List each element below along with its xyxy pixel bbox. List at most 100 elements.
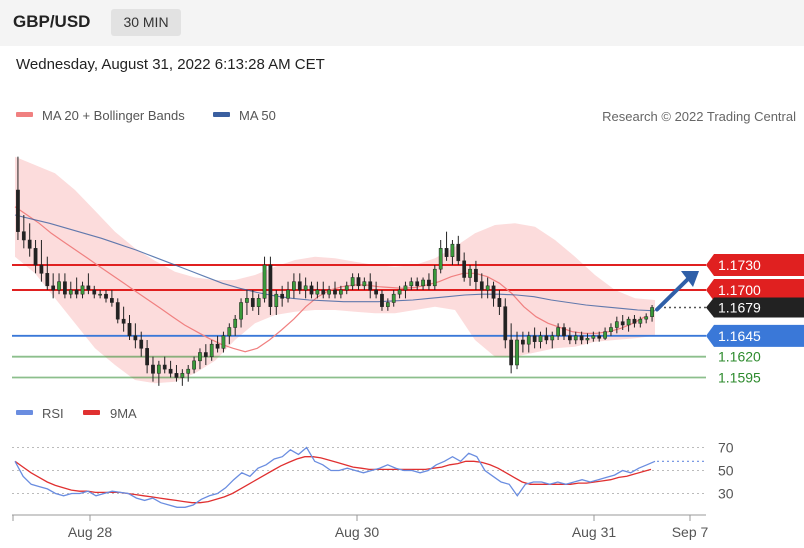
- candle: [245, 290, 249, 315]
- rsi-tick-label: 70: [718, 440, 734, 456]
- candle-body: [174, 373, 179, 378]
- candle: [368, 273, 373, 299]
- candle: [585, 333, 590, 345]
- candle-body: [573, 335, 578, 341]
- candle: [292, 273, 296, 299]
- candle-body: [186, 368, 191, 374]
- candle: [180, 369, 185, 386]
- currency-pair: GBP/USD: [13, 12, 91, 31]
- candle: [198, 348, 202, 370]
- candle: [309, 281, 314, 299]
- timestamp: Wednesday, August 31, 2022 6:13:28 AM CE…: [16, 56, 325, 73]
- candle: [297, 273, 302, 295]
- candle: [362, 277, 367, 290]
- candle-body: [614, 321, 619, 328]
- candle-body: [597, 335, 602, 339]
- candle: [468, 265, 472, 286]
- candle: [550, 331, 555, 349]
- candle-body: [491, 285, 496, 299]
- candle-body: [415, 281, 420, 287]
- candle-body: [603, 331, 607, 339]
- candle-body: [45, 273, 50, 287]
- candle-body: [438, 248, 443, 270]
- candle: [497, 290, 502, 315]
- candle: [444, 231, 449, 261]
- ma9-legend-swatch: [83, 410, 100, 415]
- candle: [186, 365, 191, 382]
- ma50-legend-label: MA 50: [239, 108, 276, 123]
- candle-body: [297, 281, 302, 291]
- candle: [39, 240, 44, 282]
- candle: [51, 273, 56, 299]
- candle-body: [162, 364, 167, 370]
- candle-body: [309, 285, 314, 295]
- candle-body: [521, 339, 525, 345]
- candle-body: [51, 285, 56, 291]
- candle-body: [86, 285, 91, 291]
- candle-body: [385, 302, 390, 307]
- candle: [45, 256, 50, 290]
- candle-body: [57, 281, 61, 291]
- candle: [432, 265, 437, 290]
- x-tick-label: Aug 31: [572, 524, 617, 540]
- candle: [644, 313, 649, 324]
- candle-body: [168, 368, 173, 374]
- timeframe-badge[interactable]: 30 MIN: [111, 9, 181, 36]
- candle: [274, 290, 279, 315]
- projection-arrow-head: [681, 271, 699, 287]
- candle-body: [104, 293, 108, 299]
- candle-body: [68, 289, 73, 295]
- candle: [327, 285, 331, 299]
- candle: [609, 323, 613, 336]
- candle: [86, 273, 91, 295]
- candle: [21, 215, 26, 249]
- candle: [485, 277, 490, 299]
- candle: [509, 323, 514, 374]
- candle-body: [585, 338, 590, 341]
- candle: [626, 316, 631, 332]
- level-label-resistance: 1.1730: [718, 257, 761, 273]
- candle: [321, 281, 326, 299]
- candle-body: [626, 318, 631, 326]
- candle: [474, 260, 478, 290]
- candle: [174, 365, 179, 382]
- candle-body: [462, 260, 467, 278]
- candle-body: [421, 279, 425, 287]
- candle-body: [245, 298, 249, 303]
- candle: [221, 331, 226, 353]
- candle-body: [262, 264, 267, 299]
- candle: [27, 223, 32, 257]
- candle: [80, 281, 85, 299]
- candle-body: [356, 277, 361, 287]
- ma9-line: [14, 456, 652, 504]
- candle-body: [198, 352, 202, 362]
- candle: [139, 331, 144, 357]
- candle-body: [333, 289, 337, 295]
- candle-body: [362, 281, 367, 287]
- candle: [532, 327, 537, 349]
- candle-body: [391, 293, 396, 303]
- candle-body: [515, 339, 519, 366]
- candle-body: [151, 364, 155, 374]
- candle: [286, 281, 290, 303]
- candle: [250, 290, 255, 311]
- candle-body: [485, 285, 490, 291]
- candle: [462, 252, 467, 282]
- candle-body: [544, 335, 549, 341]
- candle: [450, 240, 455, 265]
- candle: [556, 323, 560, 340]
- candle: [133, 323, 138, 349]
- level-tag-resistance: [706, 279, 804, 301]
- candle-body: [27, 239, 32, 249]
- candle: [632, 315, 637, 328]
- candle-body: [368, 281, 373, 291]
- candle-body: [503, 306, 508, 341]
- candle-body: [444, 248, 449, 257]
- price-panel: 1.1730 1.1700 1.1645 1.1620 1.1595 1.1679: [12, 156, 804, 386]
- candle-body: [315, 289, 320, 295]
- candle: [491, 281, 496, 307]
- candle: [227, 323, 232, 345]
- rsi-line: [14, 446, 656, 508]
- candle-body: [638, 318, 643, 324]
